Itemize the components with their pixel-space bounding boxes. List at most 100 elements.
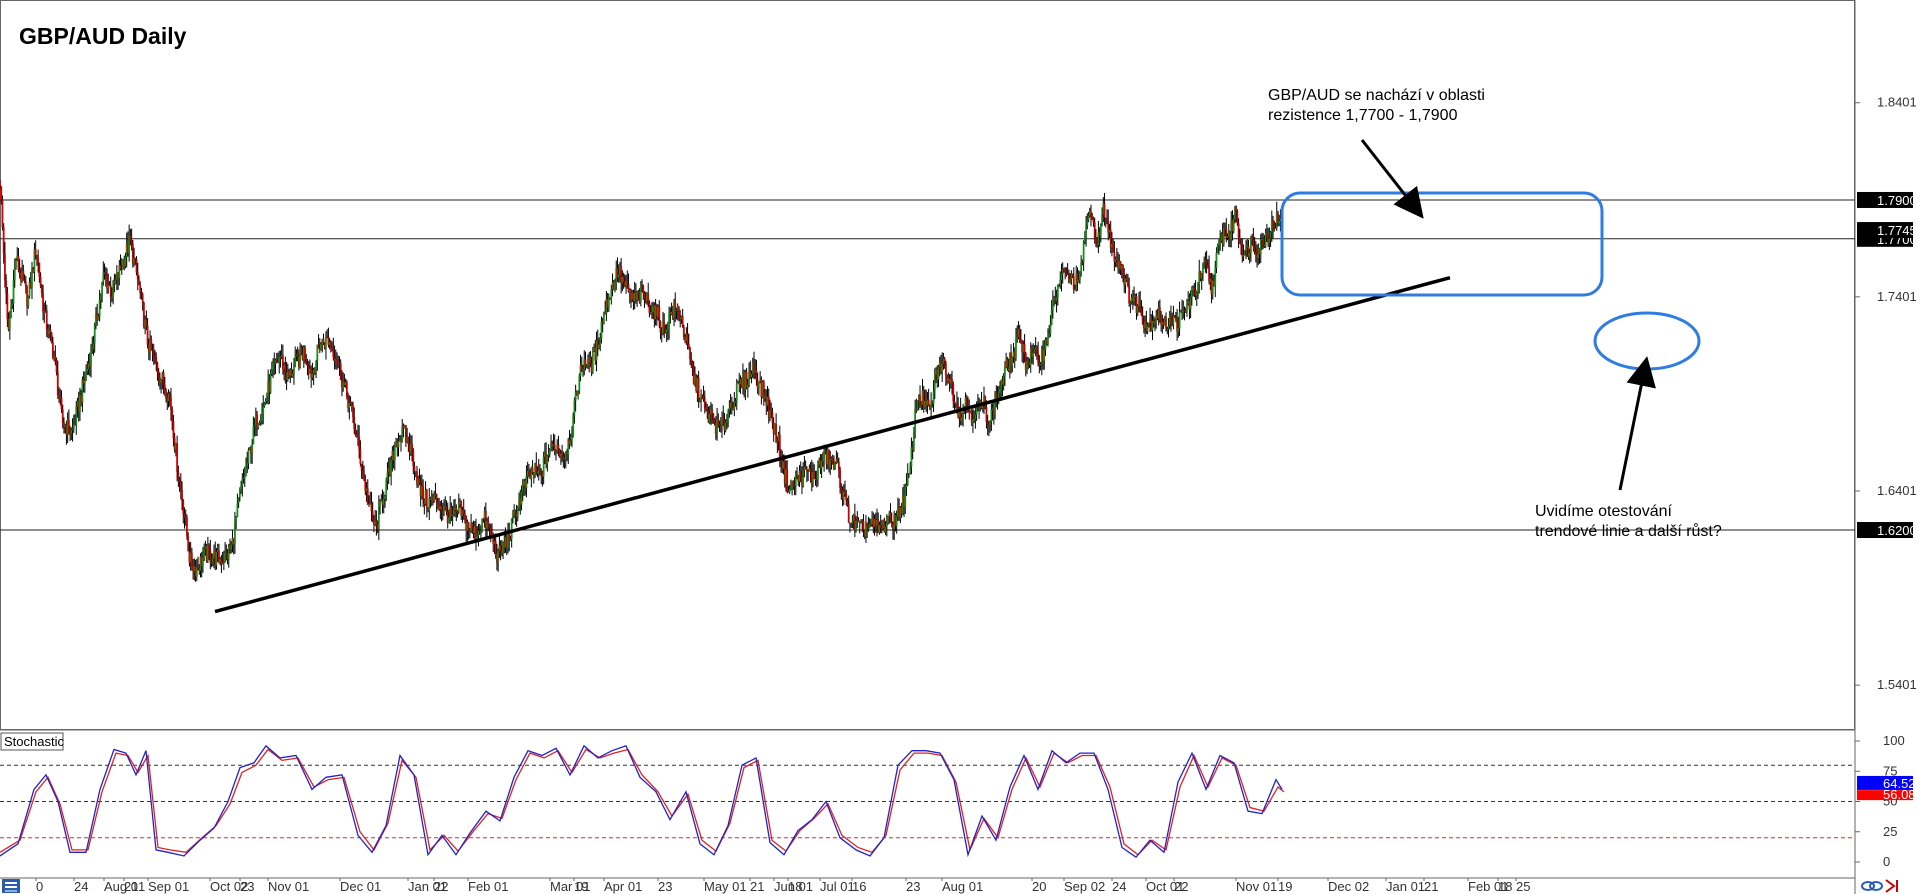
candle-body <box>230 544 233 550</box>
candle-body <box>166 398 169 402</box>
candle-body <box>869 523 872 525</box>
candle-body <box>273 362 276 364</box>
candle-body <box>1035 347 1038 353</box>
candle-body <box>135 259 138 273</box>
candle-body <box>381 499 384 505</box>
candle-body <box>1156 315 1159 319</box>
candle-body <box>1069 279 1071 283</box>
candle-body <box>1010 352 1012 366</box>
candle-body <box>1044 339 1047 350</box>
candle-body <box>496 553 498 563</box>
time-tick-label: Sep 01 <box>148 879 189 894</box>
candle-body <box>750 373 753 378</box>
candle-body <box>732 407 734 410</box>
candle-body <box>408 444 411 453</box>
candle-body <box>258 422 261 425</box>
candle-body <box>462 510 465 514</box>
link-icon[interactable] <box>1861 881 1883 891</box>
candle-body <box>1117 258 1119 269</box>
candle-body <box>821 460 824 462</box>
candle-body <box>724 422 727 431</box>
candle-body <box>360 463 363 471</box>
time-tick-label: 18 <box>1498 879 1512 894</box>
candle-body <box>655 304 658 317</box>
candlestick-series <box>0 180 1283 582</box>
candle-body <box>633 292 636 302</box>
candle-body <box>1091 217 1094 219</box>
candle-body <box>1061 269 1064 274</box>
stoch-d-value: 56.08 <box>1883 787 1916 802</box>
menu-icon[interactable] <box>2 879 20 893</box>
candle-body <box>826 449 829 465</box>
candle-body <box>1103 203 1106 218</box>
candle-body <box>208 545 210 551</box>
candle-body <box>491 533 493 536</box>
resistance-zone-box <box>1280 191 1604 297</box>
candle-body <box>754 370 757 373</box>
candle-body <box>359 449 362 464</box>
candle-body <box>712 414 715 421</box>
candle-body <box>1226 236 1229 238</box>
candle-body <box>401 426 404 442</box>
candle-body <box>928 406 931 409</box>
candle-body <box>990 409 993 422</box>
candle-body <box>406 437 409 443</box>
candle-body <box>1181 311 1183 313</box>
candle-body <box>764 396 766 398</box>
candle-body <box>858 520 861 523</box>
price-tick-label: 1.6401 <box>1877 483 1917 498</box>
candle-body <box>1258 248 1261 255</box>
candle-body <box>452 510 455 515</box>
stoch-d-value-box <box>1857 790 1913 801</box>
candle-body <box>855 521 857 531</box>
candle-body <box>334 359 337 361</box>
level-label: 1.7900 <box>1877 193 1917 208</box>
candle-body <box>492 533 495 544</box>
candle-body <box>594 347 597 361</box>
candle-body <box>521 486 524 492</box>
candle-body <box>793 485 796 487</box>
candle-body <box>1268 238 1271 243</box>
candle-body <box>355 434 358 436</box>
candle-body <box>813 471 816 479</box>
candle-body <box>1211 280 1214 295</box>
candle-body <box>766 396 769 406</box>
candle-body <box>852 514 855 522</box>
candle-body <box>102 272 105 282</box>
candle-body <box>332 348 335 358</box>
candle-body <box>379 500 381 507</box>
candle-body <box>1234 206 1236 220</box>
candle-body <box>1040 348 1043 365</box>
candle-body <box>512 515 514 519</box>
candle-body <box>7 318 10 330</box>
retest-ellipse <box>1593 311 1701 371</box>
candle-body <box>1165 317 1167 329</box>
scroll-right-icon[interactable] <box>1885 879 1898 893</box>
candle-body <box>775 423 778 443</box>
candle-body <box>439 506 442 510</box>
candle-body <box>131 243 134 264</box>
candle-body <box>1075 273 1078 290</box>
candle-body <box>1263 244 1266 247</box>
candle-body <box>711 409 714 415</box>
candle-body <box>723 420 726 431</box>
candle-body <box>358 436 361 450</box>
candle-body <box>805 469 808 471</box>
candle-body <box>948 377 951 384</box>
candle-body <box>965 397 968 407</box>
candle-body <box>878 525 881 534</box>
candle-body <box>390 460 393 476</box>
candle-body <box>473 526 476 534</box>
candle-body <box>614 281 616 291</box>
candle-body <box>187 536 190 552</box>
candle-body <box>616 268 619 278</box>
candle-body <box>1187 301 1190 305</box>
candle-body <box>1047 336 1049 345</box>
candle-body <box>782 461 785 469</box>
candle-body <box>799 470 802 478</box>
candle-body <box>1206 264 1209 267</box>
candle-body <box>994 393 996 415</box>
candle-body <box>968 406 971 413</box>
candle-body <box>879 525 882 528</box>
